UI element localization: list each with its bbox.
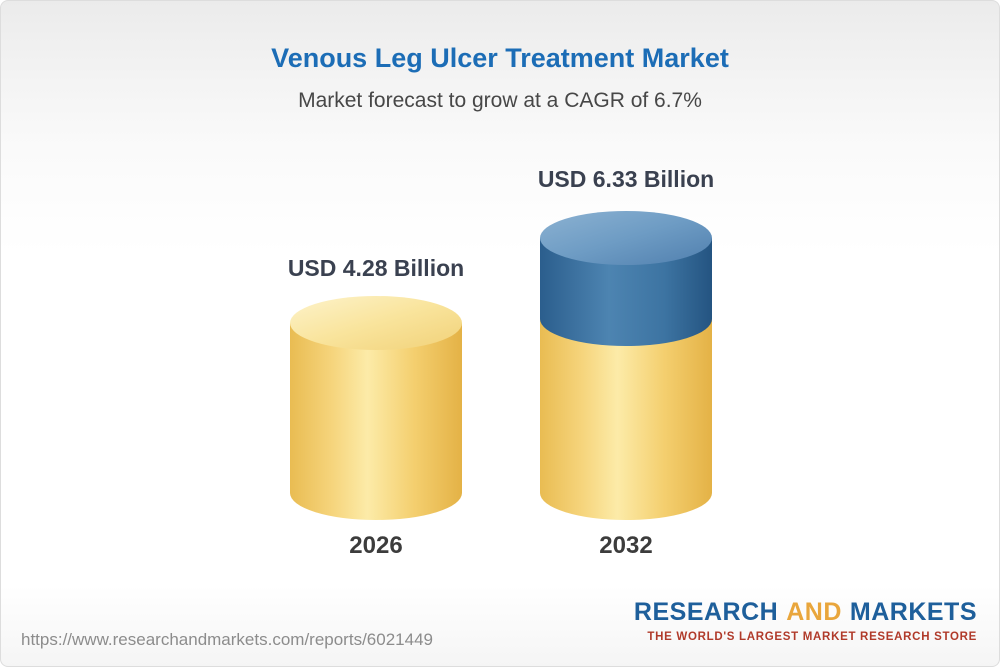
chart-subtitle: Market forecast to grow at a CAGR of 6.7… (298, 89, 702, 112)
report-url: https://www.researchandmarkets.com/repor… (21, 630, 433, 649)
bar-2026-value-label: USD 4.28 Billion (287, 255, 465, 281)
bar-2032-value-label: USD 6.33 Billion (537, 166, 715, 192)
bar-2032-category-label: 2032 (599, 532, 653, 559)
logo-tagline: THE WORLD'S LARGEST MARKET RESEARCH STOR… (647, 631, 977, 643)
bar-2026-cylinder (290, 296, 462, 520)
research-and-markets-logo: RESEARCH AND MARKETS THE WORLD'S LARGEST… (634, 598, 977, 643)
bar-2026-category-label: 2026 (349, 532, 403, 559)
logo-wordmark: RESEARCH AND MARKETS (634, 598, 977, 627)
logo-word-markets: MARKETS (849, 598, 977, 626)
bar-2032-cylinder (540, 211, 712, 520)
logo-word-research: RESEARCH (633, 598, 779, 626)
logo-word-and: AND (786, 598, 842, 626)
chart-title: Venous Leg Ulcer Treatment Market (271, 43, 729, 73)
